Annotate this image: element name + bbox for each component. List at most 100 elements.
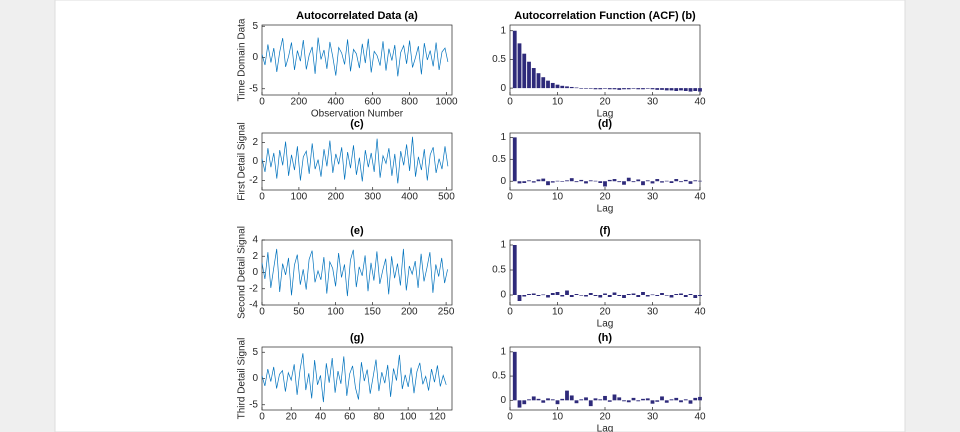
y-tick-label: 0 xyxy=(500,176,506,187)
acf-bar xyxy=(584,295,588,297)
x-tick-label: 20 xyxy=(599,192,611,203)
acf-bar xyxy=(512,351,517,401)
acf-bar xyxy=(522,295,527,297)
acf-bar xyxy=(664,180,669,182)
acf-bar xyxy=(569,395,574,401)
y-tick-label: 4 xyxy=(252,235,258,246)
acf-bar xyxy=(569,295,574,297)
y-tick-label: 0 xyxy=(252,373,258,384)
x-tick-label: 40 xyxy=(694,412,706,423)
acf-bar xyxy=(622,88,626,90)
acf-bar xyxy=(645,88,650,89)
y-tick-label: 0 xyxy=(252,52,258,63)
acf-bar xyxy=(593,398,598,401)
acf-bar xyxy=(584,88,588,89)
y-tick-label: 0 xyxy=(500,83,506,94)
x-tick-label: 10 xyxy=(552,412,564,423)
acf-bar xyxy=(636,88,641,90)
acf-bar xyxy=(688,400,693,404)
acf-bar xyxy=(617,397,622,401)
acf-bar xyxy=(674,397,679,401)
acf-bar xyxy=(569,86,574,89)
y-tick-label: 0.5 xyxy=(492,371,506,382)
y-tick-label: 1 xyxy=(500,132,506,143)
acf-bar xyxy=(598,399,603,401)
acf-bar xyxy=(546,398,550,401)
acf-bar xyxy=(626,177,631,182)
acf-bar xyxy=(660,181,664,183)
acf-bar xyxy=(536,295,541,296)
y-tick-label: -2 xyxy=(249,283,258,294)
acf-bar xyxy=(555,400,560,405)
acf-bar xyxy=(565,180,569,182)
acf-bar xyxy=(560,85,565,89)
acf-bar xyxy=(593,180,598,182)
acf-bar xyxy=(636,295,641,297)
x-tick-label: 30 xyxy=(647,192,659,203)
x-tick-label: 200 xyxy=(401,307,418,318)
y-tick-label: -4 xyxy=(249,300,258,311)
y-tick-label: 2 xyxy=(252,137,258,148)
acf-bar xyxy=(512,30,517,89)
acf-bar xyxy=(645,398,650,401)
axes-box xyxy=(261,132,453,191)
acf-bar xyxy=(617,295,622,296)
acf-bar xyxy=(584,181,588,184)
x-axis-label: Lag xyxy=(597,204,614,215)
acf-bar xyxy=(579,399,584,401)
acf-bar xyxy=(560,181,565,182)
acf-bar xyxy=(698,88,702,92)
acf-bar xyxy=(660,396,664,401)
acf-bar xyxy=(603,88,607,89)
x-tick-label: 100 xyxy=(400,412,417,423)
acf-bar xyxy=(650,88,655,90)
x-tick-label: 0 xyxy=(259,192,265,203)
acf-bar xyxy=(603,395,607,401)
acf-bar xyxy=(603,293,607,295)
acf-bar xyxy=(607,400,612,402)
acf-bar xyxy=(517,400,522,408)
acf-bar xyxy=(522,400,527,405)
y-tick-label: 1 xyxy=(500,346,506,357)
x-tick-label: 0 xyxy=(507,412,513,423)
acf-bar xyxy=(641,398,645,401)
acf-bar xyxy=(536,398,541,401)
subplot-title: (f) xyxy=(600,225,611,237)
y-tick-label: 0.5 xyxy=(492,265,506,276)
x-tick-label: 20 xyxy=(599,307,611,318)
acf-bar xyxy=(698,180,702,182)
x-tick-label: 30 xyxy=(647,97,659,108)
x-tick-label: 100 xyxy=(327,307,344,318)
x-axis-label: Lag xyxy=(597,319,614,330)
acf-bar xyxy=(541,77,546,89)
acf-bar xyxy=(593,88,598,90)
x-tick-label: 500 xyxy=(438,192,455,203)
acf-bar xyxy=(612,292,617,295)
x-tick-label: 0 xyxy=(259,307,265,318)
acf-bar xyxy=(683,399,688,401)
x-tick-label: 40 xyxy=(694,192,706,203)
acf-bar xyxy=(612,179,617,182)
y-axis-label: First Detail Signal xyxy=(237,122,248,200)
acf-bar xyxy=(636,179,641,182)
acf-bar xyxy=(603,181,607,187)
y-tick-label: 0.5 xyxy=(492,154,506,165)
acf-bar xyxy=(588,88,593,89)
acf-bar xyxy=(588,293,593,295)
acf-bar xyxy=(550,82,555,89)
acf-bar xyxy=(565,86,569,89)
signal-line xyxy=(261,136,449,184)
acf-bar xyxy=(650,294,655,296)
acf-bar xyxy=(579,295,584,296)
acf-bar xyxy=(645,295,650,297)
acf-bar xyxy=(698,396,702,401)
subplot-title: (e) xyxy=(350,225,364,237)
x-tick-label: 20 xyxy=(599,97,611,108)
acf-bar xyxy=(683,295,688,297)
x-tick-label: 0 xyxy=(259,412,265,423)
x-tick-label: 30 xyxy=(647,307,659,318)
acf-bar xyxy=(569,178,574,182)
subplot-title: Autocorrelated Data (a) xyxy=(296,10,418,22)
x-axis-label: Observation Number xyxy=(311,109,404,120)
